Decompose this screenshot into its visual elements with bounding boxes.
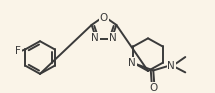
Text: O: O — [100, 13, 108, 23]
Text: N: N — [128, 58, 136, 68]
Text: N: N — [92, 33, 99, 43]
Text: N: N — [167, 61, 175, 71]
Text: O: O — [149, 83, 157, 93]
Text: N: N — [109, 33, 117, 43]
Text: F: F — [15, 46, 21, 56]
